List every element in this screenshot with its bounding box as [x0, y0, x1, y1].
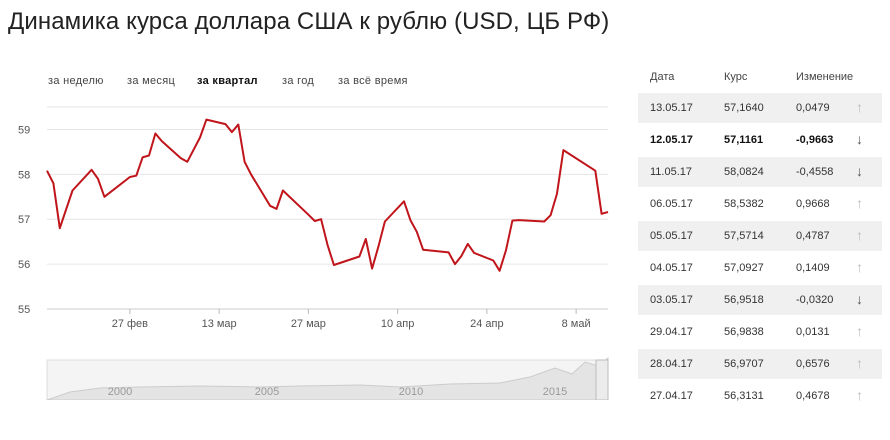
- x-tick-label: 13 мар: [202, 318, 237, 330]
- row-date: 28.04.17: [650, 358, 693, 370]
- x-axis-ticks: 27 фев 13 мар 27 мар 10 апр 24 апр 8 май: [112, 309, 591, 330]
- navigator-handle[interactable]: [595, 359, 609, 400]
- row-rate: 58,0824: [724, 166, 764, 178]
- series-line: [46, 118, 609, 272]
- tab-all-time[interactable]: за всё время: [338, 75, 408, 87]
- table-row: 28.04.17 56,9707 0,6576 ↑: [638, 349, 882, 381]
- table-row: 11.05.17 58,0824 -0,4558 ↓: [638, 157, 882, 189]
- table-row: 29.04.17 56,9838 0,0131 ↑: [638, 317, 882, 349]
- row-rate: 56,9707: [724, 358, 764, 370]
- arrow-up-icon: ↑: [856, 387, 863, 403]
- arrow-up-icon: ↑: [856, 355, 863, 371]
- row-change: 0,0131: [796, 326, 830, 338]
- navigator-label-2010: 2010: [399, 386, 423, 398]
- row-rate: 57,5714: [724, 230, 764, 242]
- row-rate: 57,0927: [724, 262, 764, 274]
- series-layer: [46, 118, 609, 272]
- grid-lines: [47, 128, 608, 265]
- arrow-down-icon: ↓: [856, 163, 863, 179]
- table-row: 03.05.17 56,9518 -0,0320 ↓: [638, 285, 882, 317]
- table-row: 06.05.17 58,5382 0,9668 ↑: [638, 189, 882, 221]
- x-tick-label: 27 фев: [112, 318, 148, 330]
- row-date: 11.05.17: [650, 166, 693, 178]
- row-change: 0,4787: [796, 230, 830, 242]
- navigator[interactable]: 2000 2005 2010 2015: [46, 356, 609, 400]
- x-tick-label: 8 май: [562, 318, 591, 330]
- y-tick-label: 56: [18, 259, 30, 271]
- arrow-down-icon: ↓: [856, 131, 863, 147]
- row-date: 04.05.17: [650, 262, 693, 274]
- x-tick-label: 27 мар: [291, 318, 326, 330]
- row-date: 27.04.17: [650, 390, 693, 402]
- rates-table: Дата Курс Изменение 13.05.17 57,1640 0,0…: [638, 62, 882, 413]
- row-change: 0,0479: [796, 102, 830, 114]
- header-change: Изменение: [796, 71, 854, 83]
- arrow-up-icon: ↑: [856, 323, 863, 339]
- tab-quarter[interactable]: за квартал: [197, 75, 258, 87]
- row-rate: 57,1640: [724, 102, 764, 114]
- navigator-label-2005: 2005: [255, 386, 279, 398]
- row-change: 0,4678: [796, 390, 830, 402]
- header-date: Дата: [650, 71, 675, 83]
- table-row: 04.05.17 57,0927 0,1409 ↑: [638, 253, 882, 285]
- row-rate: 58,5382: [724, 198, 764, 210]
- tab-week[interactable]: за неделю: [48, 75, 104, 87]
- y-tick-label: 58: [18, 169, 30, 181]
- table-row: 12.05.17 57,1161 -0,9663 ↓: [638, 125, 882, 157]
- navigator-label-2015: 2015: [543, 386, 567, 398]
- y-axis-ticks: 55 56 57 58 59: [18, 124, 30, 316]
- page-title: Динамика курса доллара США к рублю (USD,…: [8, 8, 610, 35]
- row-change: -0,9663: [796, 134, 834, 146]
- y-tick-label: 57: [18, 214, 30, 226]
- y-tick-label: 59: [18, 124, 30, 136]
- row-change: 0,9668: [796, 198, 830, 210]
- arrow-up-icon: ↑: [856, 259, 863, 275]
- row-date: 03.05.17: [650, 294, 693, 306]
- tab-month[interactable]: за месяц: [127, 75, 176, 87]
- row-rate: 56,9838: [724, 326, 764, 338]
- tab-year[interactable]: за год: [282, 75, 315, 87]
- arrow-down-icon: ↓: [856, 291, 863, 307]
- row-change: 0,1409: [796, 262, 830, 274]
- y-tick-label: 55: [18, 304, 30, 316]
- row-change: 0,6576: [796, 358, 830, 370]
- table-row: 13.05.17 57,1640 0,0479 ↑: [638, 93, 882, 125]
- table-row: 27.04.17 56,3131 0,4678 ↑: [638, 381, 882, 413]
- x-tick-label: 24 апр: [470, 318, 503, 330]
- row-rate: 57,1161: [724, 134, 764, 146]
- row-date: 29.04.17: [650, 326, 693, 338]
- row-date: 05.05.17: [650, 230, 693, 242]
- arrow-up-icon: ↑: [856, 195, 863, 211]
- row-rate: 56,3131: [724, 390, 764, 402]
- row-date: 12.05.17: [650, 134, 693, 146]
- x-tick-label: 10 апр: [381, 318, 414, 330]
- arrow-up-icon: ↑: [856, 227, 863, 243]
- row-rate: 56,9518: [724, 294, 764, 306]
- table-header: Дата Курс Изменение: [638, 62, 882, 93]
- row-change: -0,4558: [796, 166, 834, 178]
- navigator-label-2000: 2000: [108, 386, 132, 398]
- header-rate: Курс: [724, 71, 748, 83]
- row-date: 13.05.17: [650, 102, 693, 114]
- row-change: -0,0320: [796, 294, 834, 306]
- row-date: 06.05.17: [650, 198, 693, 210]
- table-row: 05.05.17 57,5714 0,4787 ↑: [638, 221, 882, 253]
- rate-chart: 55 56 57 58 59 27 фев 13 мар 27 мар 10 апр 24 ап…: [18, 106, 609, 400]
- arrow-up-icon: ↑: [856, 99, 863, 115]
